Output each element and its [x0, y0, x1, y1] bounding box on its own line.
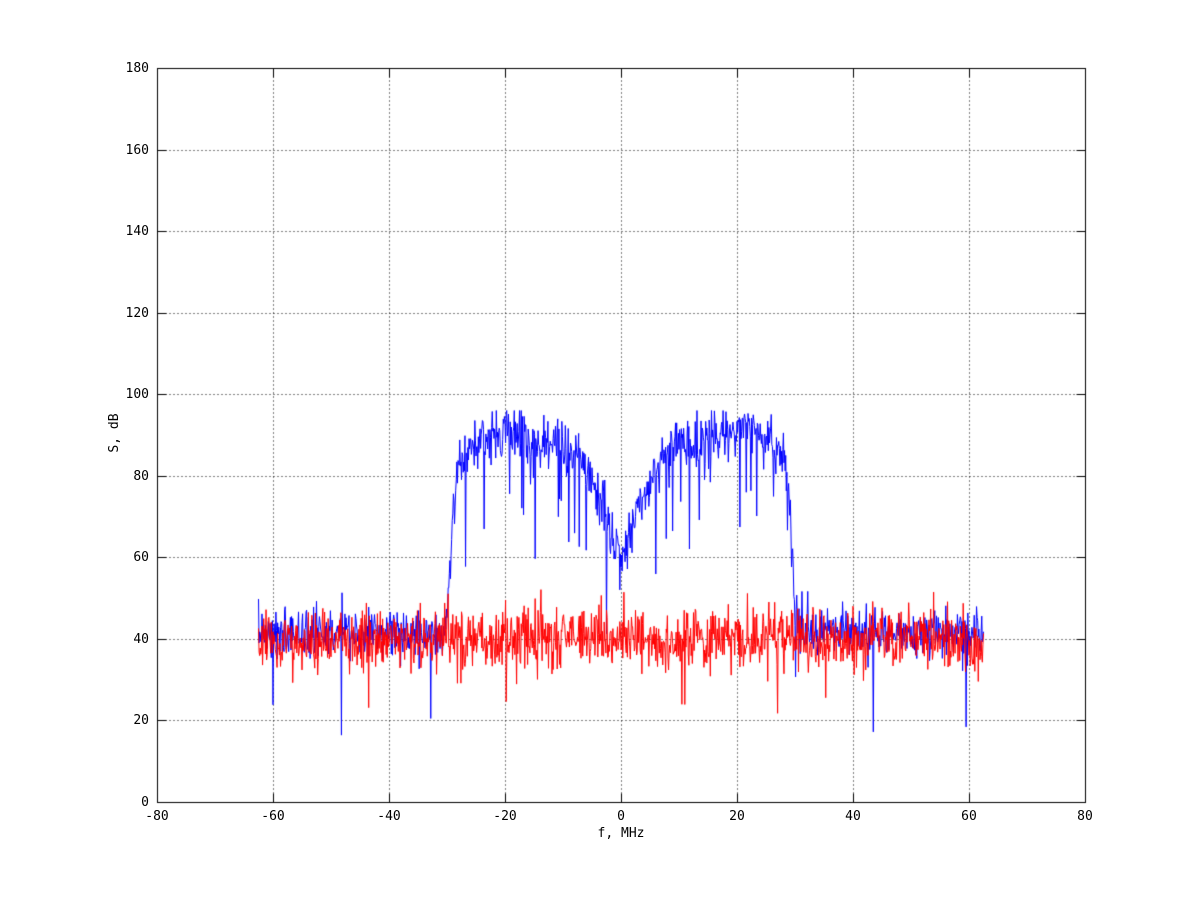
x-tick-label: -80 — [145, 809, 169, 824]
y-tick-label: 160 — [125, 142, 149, 158]
x-tick-label: -60 — [261, 809, 285, 824]
y-tick-label: 80 — [133, 468, 149, 484]
x-axis-label: f, MHz — [597, 826, 645, 841]
x-tick-label: 20 — [729, 809, 745, 824]
y-tick-label: 60 — [133, 550, 149, 566]
x-tick-label: -40 — [377, 809, 401, 824]
y-tick-label: 140 — [125, 224, 149, 240]
y-tick-label: 20 — [133, 713, 149, 729]
x-tick-label: 60 — [961, 809, 977, 824]
x-tick-label: 40 — [845, 809, 861, 824]
y-tick-label: 120 — [125, 305, 149, 321]
y-tick-label: 40 — [133, 631, 149, 647]
x-tick-label: 80 — [1077, 809, 1093, 824]
y-axis-label: S, dB — [107, 413, 122, 453]
y-tick-label: 180 — [125, 61, 149, 76]
x-tick-label: -20 — [493, 809, 517, 824]
x-tick-label: 0 — [617, 809, 625, 824]
y-tick-label: 0 — [141, 795, 149, 810]
y-tick-label: 100 — [125, 387, 149, 403]
